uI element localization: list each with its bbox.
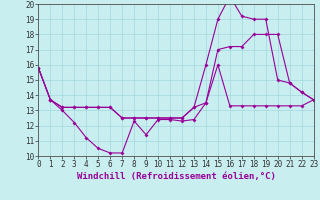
X-axis label: Windchill (Refroidissement éolien,°C): Windchill (Refroidissement éolien,°C) xyxy=(76,172,276,181)
